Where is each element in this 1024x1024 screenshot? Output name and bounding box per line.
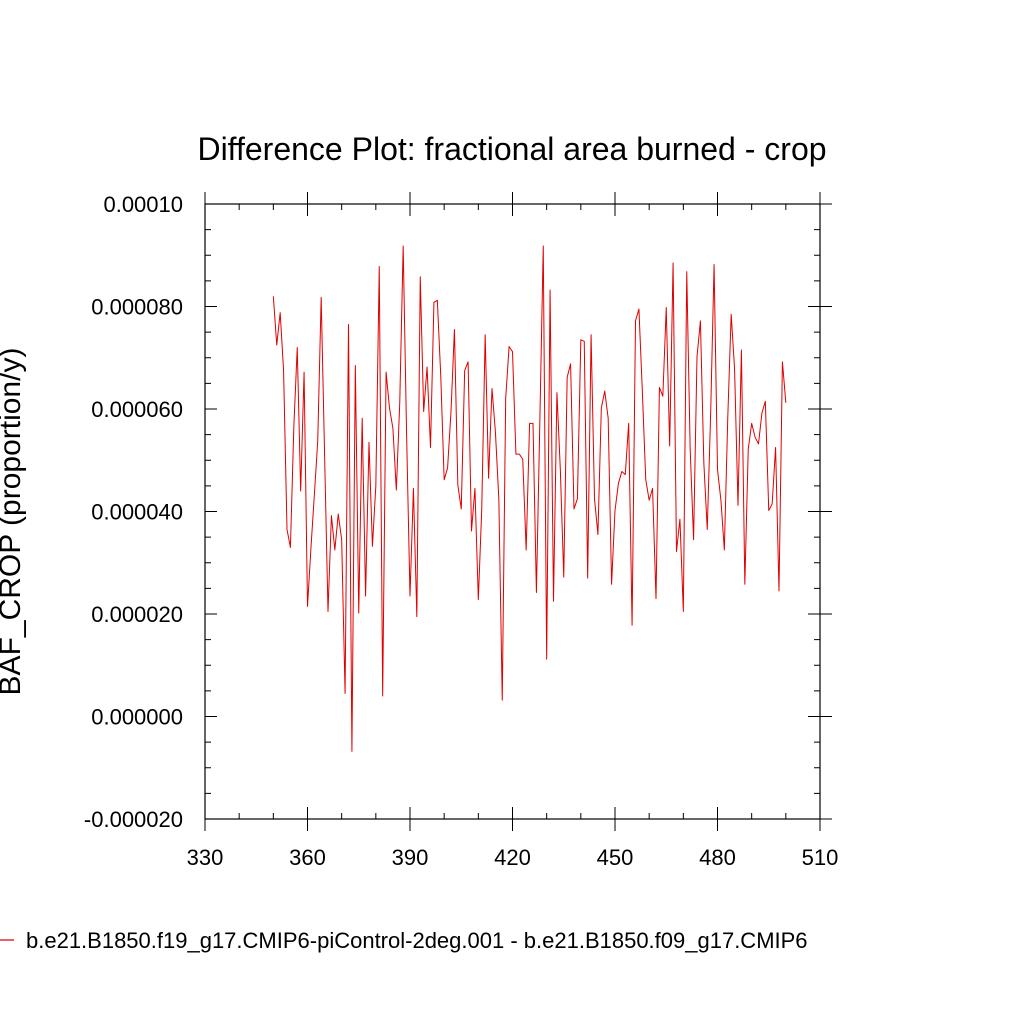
x-tick-label: 360 [289, 845, 326, 870]
series-line [272, 245, 787, 752]
series-layer [272, 245, 787, 752]
y-tick-label: 0.000000 [91, 705, 183, 730]
y-axis: -0.000020 0.000000 0.000020 0.000040 0.00006… [84, 192, 832, 832]
legend: b.e21.B1850.f19_g17.CMIP6-piControl-2deg… [0, 928, 808, 953]
x-tick-label: 420 [494, 845, 531, 870]
y-tick-label: 0.000040 [91, 500, 183, 525]
y-tick-label: -0.000020 [84, 807, 183, 832]
plot-frame [204, 203, 821, 820]
x-tick-label: 480 [699, 845, 736, 870]
x-tick-label: 510 [802, 845, 839, 870]
y-axis-label: BAF_CROP (proportion/y) [0, 348, 27, 696]
x-tick-label: 390 [392, 845, 429, 870]
x-tick-label: 450 [597, 845, 634, 870]
y-tick-label: 0.000080 [91, 295, 183, 320]
legend-label: b.e21.B1850.f19_g17.CMIP6-piControl-2deg… [26, 928, 808, 953]
x-axis: 330 360 390 420 450 480 510 [187, 192, 839, 870]
y-tick-label: 0.000060 [91, 397, 183, 422]
y-tick-label: 0.000020 [91, 602, 183, 627]
y-tick-label: 0.00010 [103, 192, 183, 217]
chart-title: Difference Plot: fractional area burned … [197, 131, 826, 167]
x-tick-label: 330 [187, 845, 224, 870]
